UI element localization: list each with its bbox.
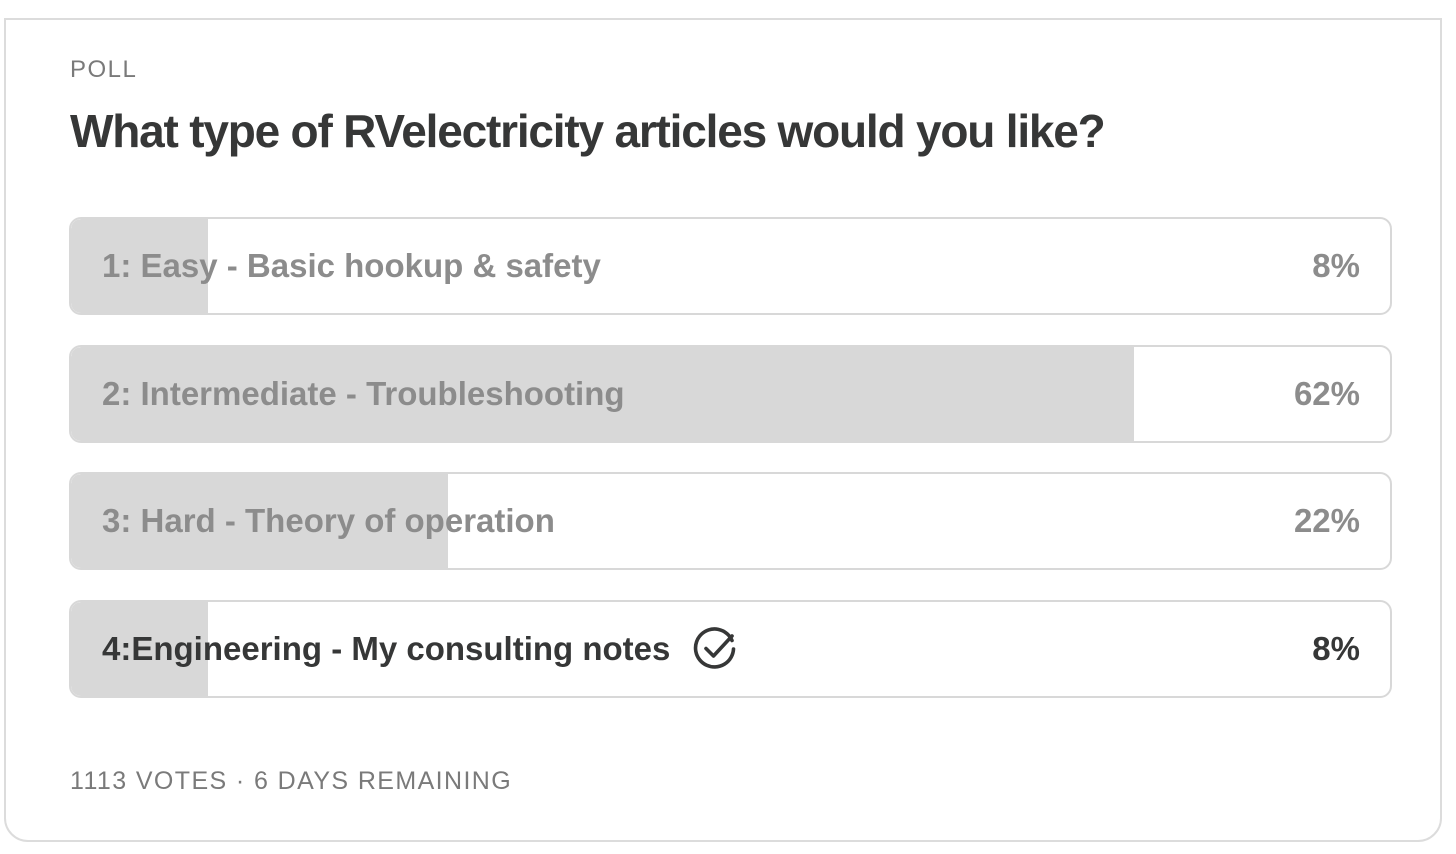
poll-option-fill — [71, 474, 449, 568]
poll-option-3[interactable]: 3: Hard - Theory of operation 22% — [69, 472, 1392, 570]
poll-option-label-text: 2: Intermediate - Troubleshooting — [102, 374, 625, 412]
poll-option-fill — [71, 601, 209, 696]
poll-option-4[interactable]: 4:Engineering - My consulting notes 8% — [69, 599, 1392, 698]
poll-option-percent: 62% — [1293, 374, 1360, 412]
poll-option-percent: 8% — [1312, 247, 1360, 284]
poll-option-fill — [71, 219, 209, 313]
poll-option-label: 2: Intermediate - Troubleshooting — [102, 347, 625, 441]
check-circle-icon — [694, 626, 736, 669]
poll-option-fill — [71, 346, 1135, 441]
poll-option-percent: 8% — [1312, 629, 1360, 667]
poll-option-label-text: 4:Engineering - My consulting notes — [102, 629, 671, 667]
poll-card: POLL What type of RVelectricity articles… — [4, 18, 1442, 842]
poll-question: What type of RVelectricity articles woul… — [70, 105, 1106, 157]
poll-option-label: 4:Engineering - My consulting notes — [102, 602, 738, 696]
poll-option-label: 3: Hard - Theory of operation — [102, 474, 555, 568]
poll-footer: 1113 VOTES · 6 DAYS REMAINING — [70, 767, 513, 795]
poll-option-1[interactable]: 1: Easy - Basic hookup & safety 8% — [69, 217, 1392, 315]
poll-option-label: 1: Easy - Basic hookup & safety — [102, 219, 601, 313]
poll-options: 1: Easy - Basic hookup & safety 8% 2: In… — [69, 217, 1392, 727]
poll-kicker: POLL — [70, 56, 138, 83]
poll-option-percent: 22% — [1293, 502, 1360, 539]
poll-option-label-text: 3: Hard - Theory of operation — [102, 502, 555, 539]
poll-option-2[interactable]: 2: Intermediate - Troubleshooting 62% — [69, 344, 1392, 443]
poll-option-label-text: 1: Easy - Basic hookup & safety — [102, 247, 601, 284]
